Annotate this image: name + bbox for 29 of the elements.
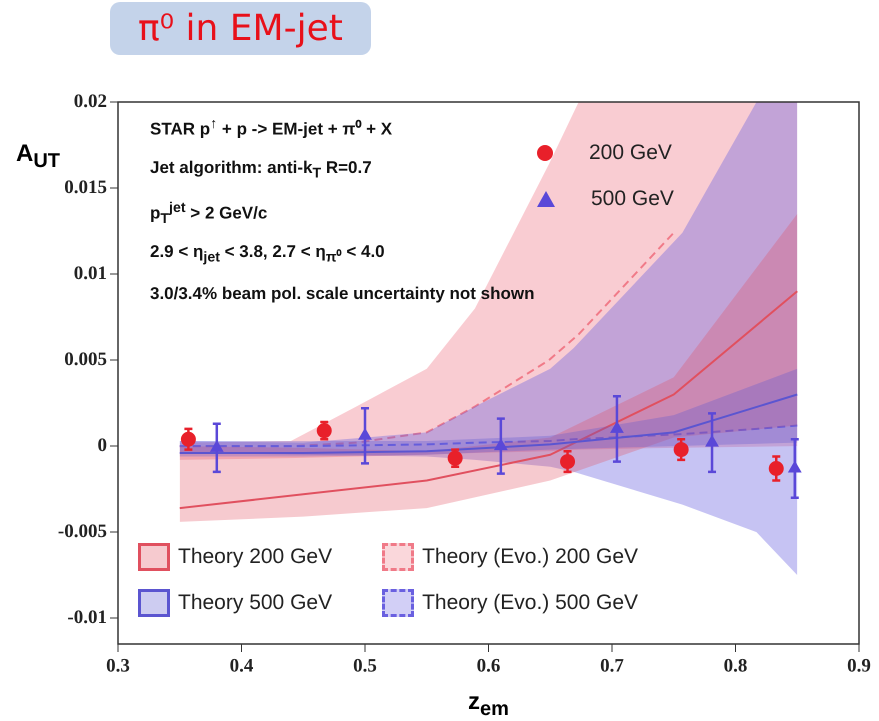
y-tick-label: -0.005 — [58, 521, 107, 542]
y-axis-title: A$_{UT}$ — [16, 140, 60, 173]
y-tick-label: 0 — [98, 435, 107, 456]
annotation: Jet algorithm: anti-k$_{T}$ R=0.7 — [150, 158, 372, 182]
y-tick-label: -0.01 — [67, 607, 107, 628]
legend-label: Theory 200 GeV — [178, 545, 332, 569]
x-tick-label: 0.8 — [724, 655, 748, 676]
legend-label: 500 GeV — [591, 187, 674, 211]
x-tick-label: 0.6 — [476, 655, 500, 676]
legend-label: 200 GeV — [589, 141, 672, 165]
x-tick-label: 0.5 — [353, 655, 377, 676]
x-tick-label: 0.9 — [847, 655, 871, 676]
annotation: 2.9 < η$_{jet}$ < 3.8, 2.7 < η$_{π⁰}$ < 4.0 — [150, 242, 385, 266]
line-series — [178, 424, 798, 448]
chart-title: π⁰ in EM-jet — [110, 2, 371, 55]
y-tick-label: 0.02 — [74, 90, 107, 112]
legend-label: Theory (Evo.) 200 GeV — [422, 545, 638, 569]
annotation: p$_{T}$$^{jet}$ > 2 GeV/c — [150, 200, 268, 228]
x-tick-label: 0.4 — [230, 655, 254, 676]
y-tick-label: 0.005 — [64, 349, 107, 370]
x-tick-label: 0.7 — [600, 655, 624, 676]
legend-label: Theory 500 GeV — [178, 591, 332, 615]
y-tick-label: 0.015 — [64, 176, 107, 198]
annotation: STAR p$^{↑}$ + p -> EM-jet + π⁰ + X — [150, 116, 392, 140]
legend-label: Theory (Evo.) 500 GeV — [422, 591, 638, 615]
x-tick-label: 0.3 — [106, 655, 130, 676]
annotation: 3.0/3.4% beam pol. scale uncertainty not shown — [150, 284, 535, 304]
x-axis-title: z$_{em}$ — [468, 688, 509, 721]
y-tick-label: 0.01 — [74, 262, 107, 284]
